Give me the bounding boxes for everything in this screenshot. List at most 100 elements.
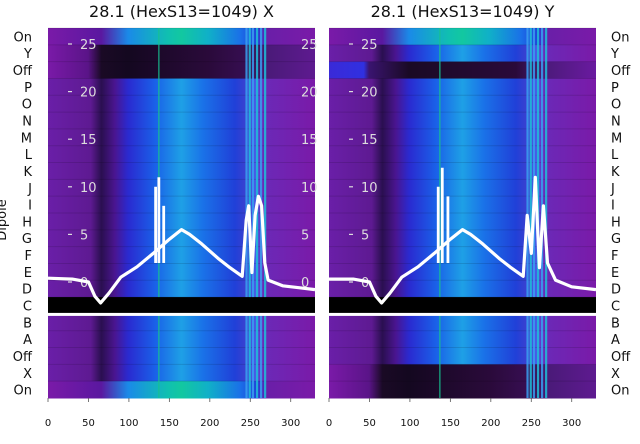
y-axis-label: Dipole — [0, 199, 10, 240]
inner-y-tick-label: 15 — [80, 133, 97, 148]
chart-title: 28.1 (HexS13=1049) X — [89, 2, 274, 21]
heatmap-row-a — [48, 330, 315, 349]
panel-separator — [329, 312, 596, 316]
stripe-channel — [529, 28, 532, 398]
row-label-right: N — [611, 115, 621, 130]
heatmap-row-o — [329, 95, 596, 113]
heatmap-row-x — [48, 364, 315, 382]
heatmap-row-y — [48, 44, 315, 63]
heatmap-row-p — [48, 78, 315, 96]
x-tick-label: 150 — [160, 418, 179, 429]
row-label-right: Off — [611, 64, 631, 79]
row-label-left: N — [22, 115, 32, 130]
overlay-line — [329, 175, 597, 305]
inner-y-tick-label-right: 10 — [301, 181, 318, 196]
row-label-left: M — [21, 131, 32, 146]
row-label-left: B — [23, 316, 32, 331]
row-label-left: K — [23, 165, 32, 180]
heatmap-row-g — [48, 229, 315, 248]
heatmap-row-j — [329, 179, 596, 197]
heatmap-row-e — [329, 263, 596, 281]
heatmap-row-m — [329, 128, 596, 147]
row-label-left: Y — [23, 47, 32, 62]
x-tick-label: 0 — [45, 418, 51, 429]
x-tick-label: 200 — [481, 418, 500, 429]
row-label-right: On — [611, 30, 629, 45]
row-label-right: F — [611, 249, 618, 264]
row-label-left: F — [25, 249, 32, 264]
inner-y-tick-label-right: 20 — [301, 86, 318, 101]
x-tick-label: 0 — [326, 418, 332, 429]
row-label-left: H — [22, 215, 32, 230]
row-label-left: On — [14, 384, 32, 399]
x-tick-label: 250 — [522, 418, 541, 429]
row-label-left: P — [24, 81, 32, 96]
inner-y-tick-label: 20 — [361, 86, 378, 101]
inner-y-tick-label: 10 — [80, 181, 97, 196]
overlay-line — [47, 194, 316, 305]
row-label-right: O — [611, 98, 621, 113]
row-label-right: I — [611, 199, 615, 214]
heatmap-row-on — [329, 28, 596, 46]
row-label-left: J — [27, 182, 32, 197]
heatmap-row-p — [329, 78, 596, 96]
inner-y-tick-label: 0 — [361, 276, 369, 291]
heatmap-row-b — [48, 313, 315, 332]
row-label-right: J — [610, 182, 615, 197]
heatmap-row-off — [329, 61, 596, 79]
row-label-right: G — [611, 232, 621, 247]
row-label-left: Off — [13, 350, 33, 365]
heatmap-row-on — [48, 28, 315, 46]
stripe-channel — [251, 28, 255, 398]
row-label-right: Y — [610, 47, 619, 62]
row-label-left: E — [24, 266, 32, 281]
x-tick-label: 50 — [82, 418, 95, 429]
inner-y-tick-label-right: 25 — [301, 38, 318, 53]
inner-y-tick-label: 0 — [80, 276, 88, 291]
x-tick-label: 150 — [441, 418, 460, 429]
x-tick-label: 300 — [562, 418, 581, 429]
row-label-left: I — [28, 199, 32, 214]
heatmap-row-k — [329, 162, 596, 180]
inner-y-tick-label: 20 — [80, 86, 97, 101]
heatmap-row-l — [48, 145, 315, 164]
row-label-right: X — [611, 367, 620, 382]
heatmap-row-n — [329, 112, 596, 130]
heatmap-row-o — [48, 95, 315, 113]
heatmap-row-f — [48, 246, 315, 264]
row-label-right: E — [611, 266, 619, 281]
row-label-left: O — [22, 98, 32, 113]
heatmap-row-c-band — [329, 297, 596, 314]
heatmap-row-l — [329, 145, 596, 164]
heatmap-row-b — [329, 313, 596, 332]
row-label-right: H — [611, 215, 621, 230]
row-label-left: G — [22, 232, 32, 247]
heatmap-row-m — [48, 128, 315, 147]
x-tick-label: 200 — [200, 418, 219, 429]
row-label-left: D — [22, 283, 32, 298]
heatmap-row-off — [48, 61, 315, 79]
row-label-right: A — [611, 333, 620, 348]
stripe-channel — [526, 28, 529, 398]
inner-y-tick-label: 25 — [361, 38, 378, 53]
row-label-right: M — [611, 131, 622, 146]
stripe-channel — [439, 28, 441, 398]
heatmap-row-n — [48, 112, 315, 130]
heatmap-row-a — [329, 330, 596, 349]
inner-y-tick-label: 5 — [80, 228, 88, 243]
x-tick-label: 100 — [119, 418, 138, 429]
row-label-left: L — [25, 148, 33, 163]
row-label-right: Off — [611, 350, 631, 365]
x-tick-label: 100 — [400, 418, 419, 429]
heatmap-row-j — [48, 179, 315, 197]
row-label-right: K — [611, 165, 620, 180]
row-label-left: X — [23, 367, 32, 382]
row-label-right: On — [611, 384, 629, 399]
inner-y-tick-label: 5 — [361, 228, 369, 243]
row-label-right: B — [611, 316, 620, 331]
row-label-left: On — [14, 30, 32, 45]
inner-y-tick-label-right: 5 — [301, 228, 309, 243]
row-label-right: L — [611, 148, 619, 163]
